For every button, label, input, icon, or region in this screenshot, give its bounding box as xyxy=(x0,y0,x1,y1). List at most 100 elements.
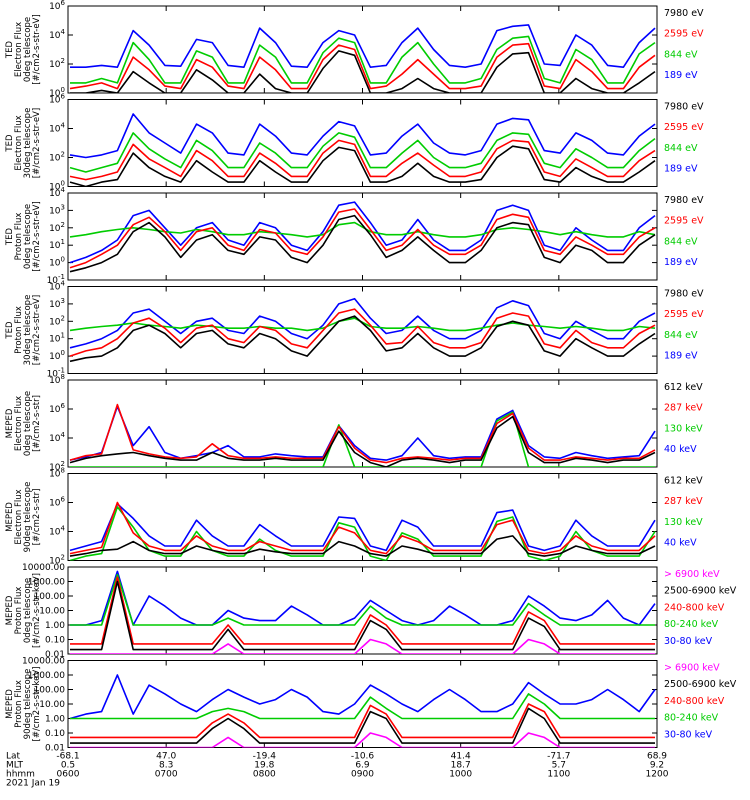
time-tick-label: 0800 xyxy=(253,770,276,780)
y-axis-label-line: [#/cm2-s-str-keV] xyxy=(32,667,42,742)
legend-entry: 2500-6900 keV xyxy=(664,679,737,690)
y-tick-label: 100 xyxy=(49,180,65,193)
y-tick-label: 1000.00 xyxy=(28,578,65,588)
y-axis-label-line: Electron Flux xyxy=(14,22,24,77)
legend-entry: 844 eV xyxy=(664,330,698,341)
y-axis-label-line: 30deg telescope xyxy=(23,295,33,366)
panel-1: 100 102 104 106 TED Electron Flux 0deg telesco… xyxy=(5,0,704,99)
y-tick-label: 102 xyxy=(49,57,65,70)
time-tick-label: 0700 xyxy=(155,770,178,780)
y-tick-label: 104 xyxy=(49,525,65,538)
y-axis-label-line: MEPED xyxy=(5,595,15,625)
y-tick-label: 0.01 xyxy=(45,744,65,754)
series-line-2595-ev xyxy=(69,139,656,181)
legend-entry: 7980 eV xyxy=(664,8,704,19)
series-group xyxy=(69,24,656,93)
y-tick-label: 106 xyxy=(49,496,65,509)
time-tick-label: 0600 xyxy=(57,770,80,780)
y-axis-label-line: [#/cm2-s-str-eV] xyxy=(32,201,42,271)
lat-tick-label: 68.9 xyxy=(647,752,667,762)
legend-entry: 2595 eV xyxy=(664,216,704,227)
series-line-6900-kev xyxy=(70,732,655,748)
y-tick-label: 10000.00 xyxy=(22,657,65,667)
y-tick-label: 106 xyxy=(49,402,65,415)
legend-entry: 2500-6900 keV xyxy=(664,586,737,597)
legend-entry: 612 keV xyxy=(664,476,703,487)
legend-entry: 844 eV xyxy=(664,236,698,247)
y-tick-label: 102 xyxy=(49,151,65,164)
y-axis-label-line: [#/cm2-s-str] xyxy=(32,395,42,452)
series-line-30-80-kev xyxy=(69,674,656,720)
legend-entry: 2595 eV xyxy=(664,29,704,40)
legend-entry: 130 keV xyxy=(664,517,703,528)
series-line-30-80-kev xyxy=(70,570,656,626)
y-tick-label: 104 xyxy=(49,280,65,293)
y-tick-label: 100 xyxy=(49,86,65,99)
y-tick-label: 1.00 xyxy=(45,621,65,631)
panel-7: 10000.00 1000.00 100.00 10.00 1.00 0.10 0.01 ME… xyxy=(5,563,737,660)
series-line-7980-ev xyxy=(69,315,656,363)
y-tick-label: 104 xyxy=(49,122,65,135)
series-group xyxy=(69,201,656,273)
mlt-tick-label: 18.7 xyxy=(451,761,471,771)
mlt-tick-label: 19.8 xyxy=(254,761,274,771)
y-tick-label: 100.00 xyxy=(34,686,66,696)
legend-entry: 2595 eV xyxy=(664,122,704,133)
legend-entry: 189 eV xyxy=(664,351,698,362)
legend-entry: 7980 eV xyxy=(664,195,704,206)
time-tick-label: 1000 xyxy=(449,770,472,780)
y-axis-label-line: MEPED xyxy=(5,502,15,532)
series-line-240-800-kev xyxy=(70,576,655,645)
y-axis-label-line: Electron Flux xyxy=(14,115,24,170)
series-line-240-800-kev xyxy=(70,703,655,739)
y-axis-label-line: TED xyxy=(5,40,15,59)
series-group xyxy=(69,113,656,187)
legend-entry: 130 keV xyxy=(664,423,703,434)
y-tick-label: 100 xyxy=(49,256,65,269)
series-line-80-240-kev xyxy=(70,573,655,626)
series-line-40-kev xyxy=(69,503,656,552)
y-tick-label: 103 xyxy=(49,203,65,216)
time-tick-label: 1200 xyxy=(646,770,669,780)
y-tick-label: 102 xyxy=(49,221,65,234)
y-tick-label: 102 xyxy=(49,554,65,567)
panel-2: 100 102 104 106 TED Electron Flux 30deg telesc… xyxy=(5,93,704,193)
series-line-2595-ev xyxy=(69,208,656,269)
legend-entry: 189 eV xyxy=(664,70,698,81)
mlt-tick-label: 8.3 xyxy=(159,761,173,771)
series-line-7980-ev xyxy=(69,145,656,187)
y-tick-label: 1000.00 xyxy=(28,671,65,681)
legend-entry: 189 eV xyxy=(664,257,698,268)
series-line-2500-6900-kev xyxy=(70,707,655,744)
legend-entry: 844 eV xyxy=(664,143,698,154)
lat-tick-label: 41.4 xyxy=(451,752,471,762)
y-axis-label-line: Proton Flux xyxy=(14,213,24,261)
y-tick-label: 0.01 xyxy=(45,650,65,660)
panel-6: 102 104 106 108 MEPED Electron Flux 90deg tele… xyxy=(5,467,703,567)
legend-entry: 2595 eV xyxy=(664,309,704,320)
legend-entry: 287 keV xyxy=(664,403,703,414)
series-line-612-kev xyxy=(69,535,656,557)
y-tick-label: 10000.00 xyxy=(22,563,65,573)
y-axis-label-line: MEPED xyxy=(5,408,15,438)
y-tick-label: 100 xyxy=(49,349,65,362)
series-line-844-ev xyxy=(70,35,656,84)
lat-tick-label: -71.7 xyxy=(547,752,570,762)
time-tick-label: 1100 xyxy=(547,770,570,780)
lat-tick-label: 47.0 xyxy=(156,752,176,762)
y-axis-label-line: Proton Flux xyxy=(14,587,24,635)
series-group xyxy=(69,674,656,748)
y-tick-label: 101 xyxy=(49,238,65,251)
date-label: 2021 Jan 19 xyxy=(6,779,60,789)
legend-entry: 40 keV xyxy=(664,538,697,549)
time-tick-label: 0900 xyxy=(351,770,374,780)
y-tick-label: 10-1 xyxy=(47,273,65,286)
series-line-2595-ev xyxy=(69,42,656,90)
y-axis-label-line: Electron Flux xyxy=(14,396,24,451)
y-axis-label-line: Proton Flux xyxy=(14,680,24,728)
series-line-2595-ev xyxy=(69,308,656,357)
y-axis-label-line: Electron Flux xyxy=(14,489,24,544)
series-line-189-ev xyxy=(69,201,656,264)
